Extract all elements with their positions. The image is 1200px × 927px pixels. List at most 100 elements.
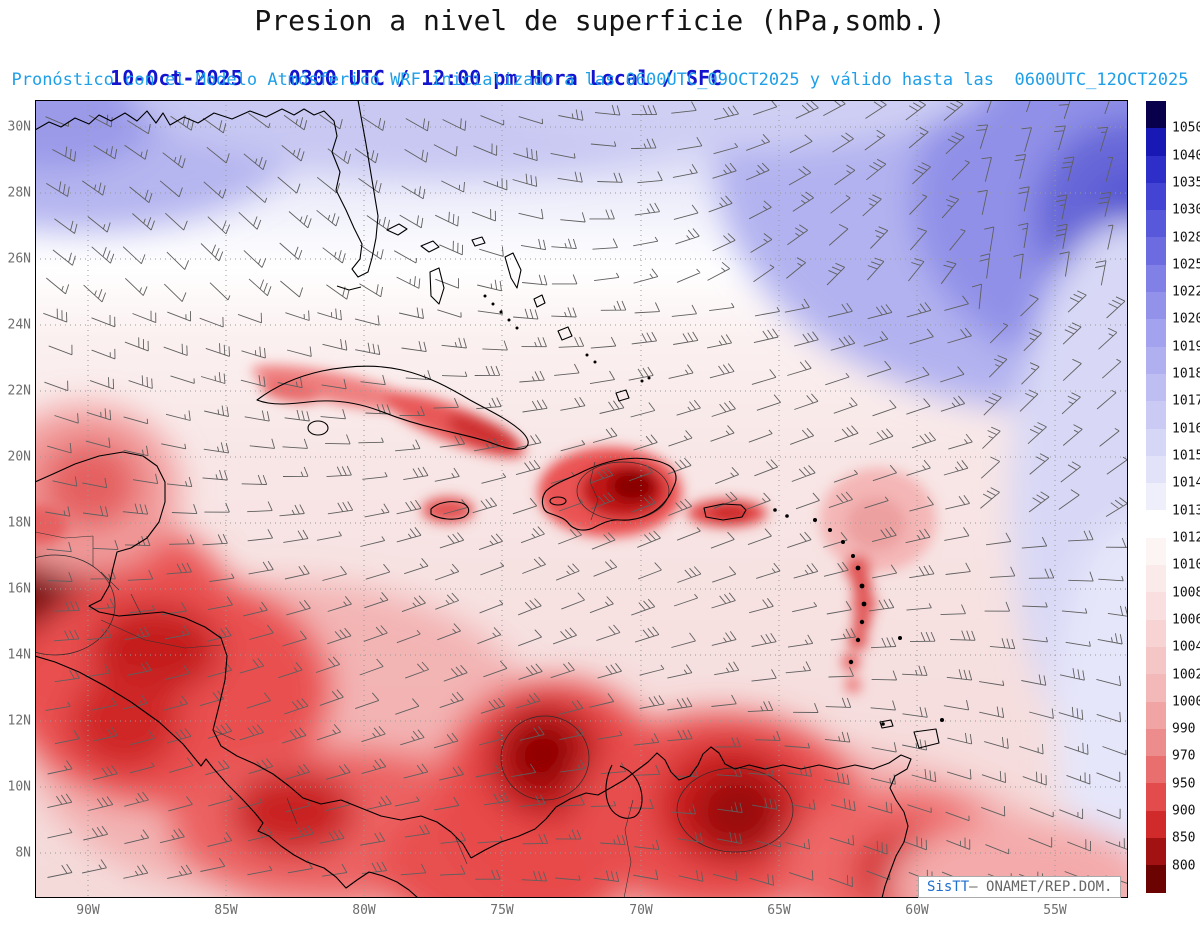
colorbar-value: 970 [1172,748,1196,764]
grid-lines [35,100,1128,898]
colorbar-segment [1146,592,1166,620]
forecast-valid-time: 0300 UTC / 12:00 pm Hora Local / SFC [288,66,723,90]
colorbar-value: 1012 [1172,530,1200,546]
colorbar-segment [1146,264,1166,293]
colorbar-segment [1146,537,1166,566]
colorbar-segment [1146,319,1166,347]
colorbar-value: 1022 [1172,284,1200,300]
lat-label: 14N [7,647,31,663]
coast-isle-of-youth [307,420,329,436]
coast-bahamas [386,223,630,402]
colorbar-segment [1146,565,1166,593]
credit-separator: – [969,879,987,895]
colorbar-value: 1019 [1172,339,1200,355]
colorbar-value: 1018 [1172,366,1200,382]
colorbar-segment [1146,756,1166,784]
colorbar-value: 950 [1172,776,1196,792]
colorbar-segment [1146,401,1166,429]
credit-org: ONAMET/REP.DOM. [986,879,1113,895]
colorbar-value: 1030 [1172,202,1200,218]
colorbar-value: 1008 [1172,585,1200,601]
pressure-map [35,100,1128,898]
colorbar-value: 1004 [1172,639,1200,655]
colorbar-segment [1146,373,1166,402]
colorbar-value: 1000 [1172,694,1200,710]
coast-gulf-florida [35,100,379,278]
colorbar-strip [1146,101,1166,893]
coastlines [35,100,944,898]
forecast-datetime: 10-Oct-2025 0300 UTC / 12:00 pm Hora Loca… [62,42,722,114]
colorbar-segment [1146,101,1166,129]
coast-lake-maracaibo [605,764,643,819]
colorbar-segment [1146,701,1166,729]
colorbar-value: 1040 [1172,148,1200,164]
lat-label: 26N [7,251,31,267]
colorbar-value: 990 [1172,721,1196,737]
country-borders [35,461,634,898]
colorbar-value: 1050 [1172,120,1200,136]
colorbar-value: 1006 [1172,612,1200,628]
coast-trinidad [913,728,940,749]
lat-label: 24N [7,317,31,333]
colorbar-segment [1146,346,1166,374]
lon-label: 55W [1043,903,1067,918]
coast-yucatan-centam [35,451,472,859]
colorbar-segment [1146,182,1166,211]
forecast-date: 10-Oct-2025 [110,66,243,90]
colorbar-segment [1146,483,1166,511]
coast-centam-pacific [35,655,419,898]
lat-label: 8N [15,845,31,861]
lon-label: 90W [76,903,100,918]
lat-label: 20N [7,449,31,465]
lat-label: 28N [7,185,31,201]
model-init-line: Pronóstico con el Modelo Atmósferico WRF… [11,70,1189,90]
coast-puerto-rico [703,503,747,521]
colorbar-segment [1146,292,1166,320]
colorbar-value: 1025 [1172,257,1200,273]
coast-margarita [879,719,894,729]
colorbar-segment [1146,646,1166,675]
lat-label: 16N [7,581,31,597]
lon-label: 70W [629,903,653,918]
colorbar-value: 1020 [1172,311,1200,327]
isobar-contours [35,461,794,853]
lat-label: 10N [7,779,31,795]
colorbar-value: 1028 [1172,230,1200,246]
page-title: Presion a nivel de superficie (hPa,somb.… [254,4,946,37]
lat-label: 12N [7,713,31,729]
colorbar-value: 1013 [1172,503,1200,519]
colorbar-segment [1146,619,1166,647]
colorbar-value: 1015 [1172,448,1200,464]
coast-gonave [549,496,567,506]
colorbar-segment [1146,865,1166,893]
colorbar-value: 1002 [1172,667,1200,683]
colorbar-segment [1146,455,1166,484]
colorbar-segment [1146,510,1166,538]
map-frame [35,100,1128,898]
credit-brand: SisTT [927,879,970,895]
lon-label: 85W [214,903,238,918]
credit-badge: SisTT– ONAMET/REP.DOM. [918,876,1122,898]
colorbar-value: 1016 [1172,421,1200,437]
wind-barbs [43,100,1128,888]
colorbar-segment [1146,237,1166,265]
lat-label: 22N [7,383,31,399]
colorbar-segment [1146,128,1166,156]
colorbar-segment [1146,210,1166,238]
colorbar-value: 1017 [1172,393,1200,409]
coast-jamaica [430,501,470,520]
colorbar-segment [1146,155,1166,183]
colorbar-segment [1146,428,1166,456]
pressure-low-red-field [35,405,1128,898]
small-islands [483,294,944,726]
colorbar-value: 850 [1172,830,1196,846]
colorbar-value: 1010 [1172,557,1200,573]
colorbar-value: 900 [1172,803,1196,819]
lon-label: 80W [352,903,376,918]
lon-label: 60W [905,903,929,918]
colorbar-segment [1146,838,1166,866]
colorbar-segment [1146,728,1166,757]
coast-south-america [470,746,912,898]
lat-label: 18N [7,515,31,531]
colorbar-value: 800 [1172,858,1196,874]
